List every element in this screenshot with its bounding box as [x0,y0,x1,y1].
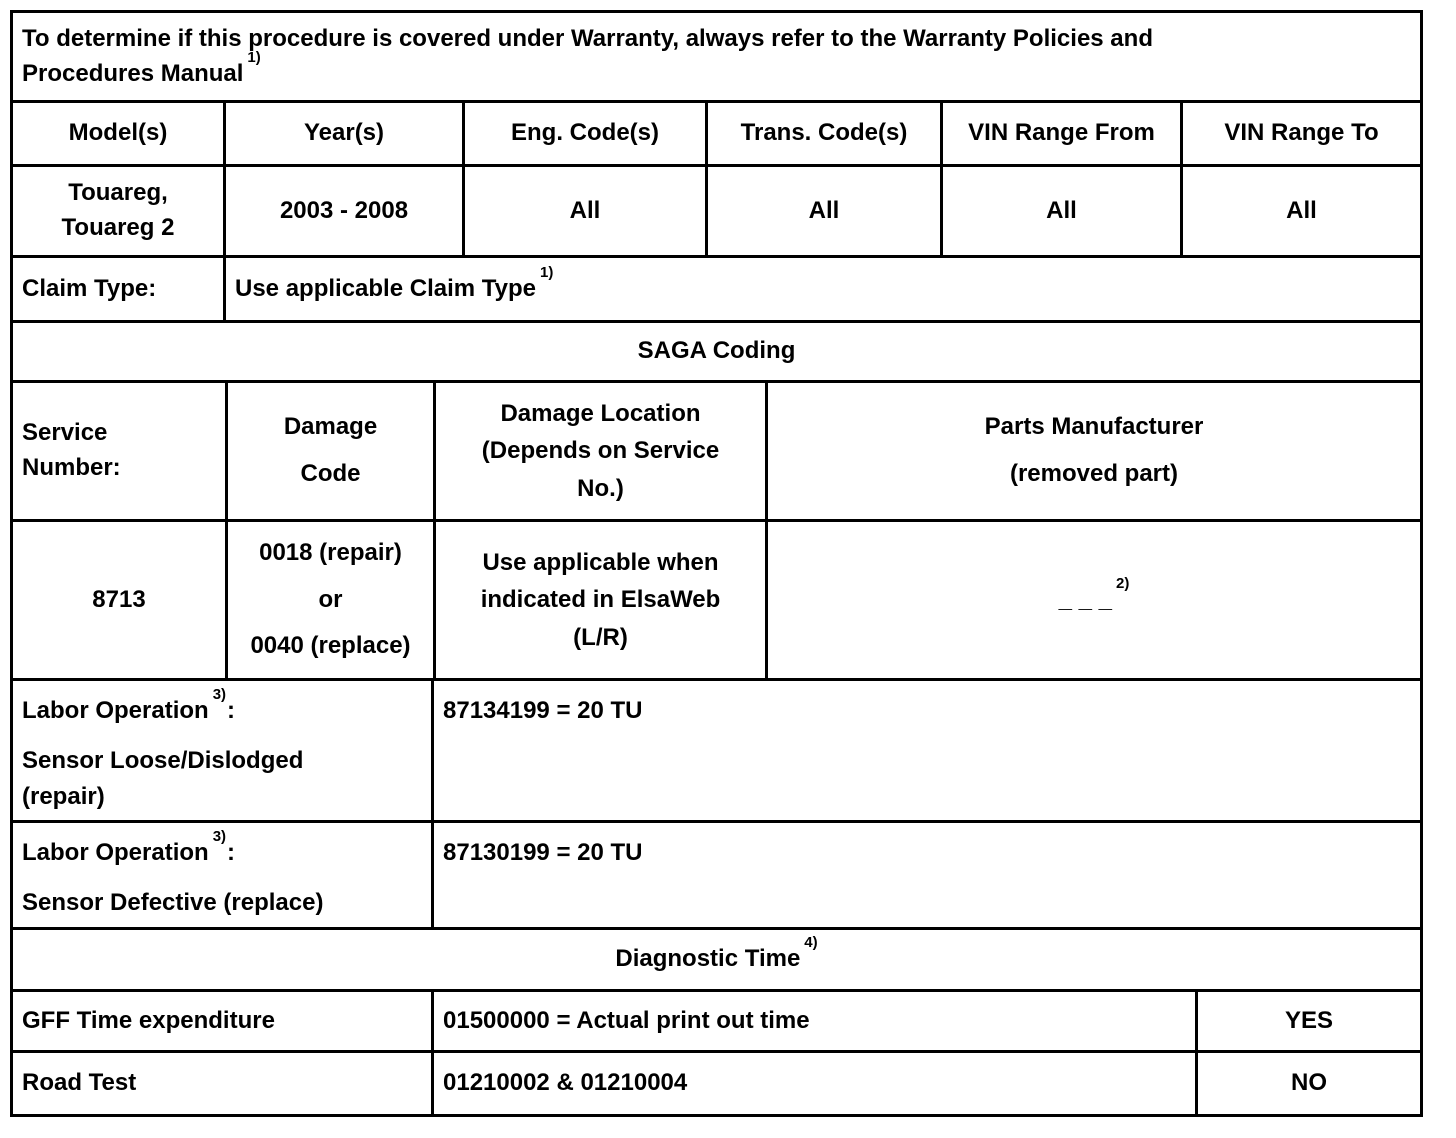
road-test-label: Road Test [13,1053,434,1114]
labor-operation-repair-code: 87134199 = 20 TU [443,697,643,724]
saga-parts-manufacturer-cell: _ _ _2) [768,522,1420,678]
saga-data-row: 8713 0018 (repair) or 0040 (replace) Use… [13,522,1420,681]
header-years: Year(s) [226,103,465,164]
gff-time-label: GFF Time expenditure [13,992,434,1050]
labor-footnote-marker: 3) [212,686,227,703]
header-eng-codes: Eng. Code(s) [465,103,708,164]
header-vin-range-to: VIN Range To [1224,119,1379,147]
saga-parts-placeholder: _ _ _2) [1058,576,1130,618]
note-text: To determine if this procedure is covere… [22,24,1153,87]
warranty-note-text: To determine if this procedure is covere… [22,22,1153,92]
road-test-code: 01210002 & 01210004 [434,1053,1198,1114]
parts-placeholder-dashes: _ _ _ [1058,585,1113,613]
parts-footnote-marker: 2) [1116,574,1130,592]
value-eng-codes: All [465,167,708,255]
saga-damage-location: Use applicable when indicated in ElsaWeb… [436,522,768,678]
header-models: Model(s) [13,103,226,164]
gff-time-row: GFF Time expenditure 01500000 = Actual p… [13,992,1420,1053]
labor-operation-repair-label-cell: Labor Operation3): Sensor Loose/Dislodge… [13,681,434,820]
warranty-note-cell: To determine if this procedure is covere… [13,13,1420,100]
value-vin-range-from: All [943,167,1183,255]
claim-type-label: Claim Type: [13,258,226,320]
saga-header-row: Service Number: Damage Code Damage Locat… [13,383,1420,522]
vehicle-data-row: Touareg, Touareg 2 2003 - 2008 All All A… [13,167,1420,258]
claim-type-text: Use applicable Claim Type [235,274,536,302]
saga-header-parts-manufacturer: Parts Manufacturer (removed part) [984,413,1204,487]
claim-type-row: Claim Type: Use applicable Claim Type1) [13,258,1420,323]
gff-time-code: 01500000 = Actual print out time [434,992,1198,1050]
claim-type-value-cell: Use applicable Claim Type1) [226,258,1420,320]
diagnostic-footnote-marker: 4) [804,934,818,952]
labor-title-text: Labor Operation [22,839,209,866]
warranty-table: To determine if this procedure is covere… [10,10,1423,1117]
labor-operation-replace-row: Labor Operation3): Sensor Defective (rep… [13,823,1420,930]
vehicle-header-row: Model(s) Year(s) Eng. Code(s) Trans. Cod… [13,103,1420,167]
diagnostic-time-title-cell: Diagnostic Time4) [13,930,1420,989]
saga-coding-title-row: SAGA Coding [13,323,1420,383]
labor-operation-repair-title: Labor Operation3): [22,687,236,729]
gff-time-flag: YES [1284,1006,1334,1034]
labor-operation-repair-row: Labor Operation3): Sensor Loose/Dislodge… [13,681,1420,823]
warranty-note-row: To determine if this procedure is covere… [13,13,1420,103]
claim-type-value: Use applicable Claim Type1) [235,265,553,307]
labor-operation-replace-title: Labor Operation3): [22,829,236,871]
header-trans-codes: Trans. Code(s) [708,103,943,164]
saga-coding-title: SAGA Coding [637,337,796,365]
saga-header-damage-code: Damage Code [228,383,436,519]
labor-operation-repair-description: Sensor Loose/Dislodged (repair) [22,746,304,810]
saga-service-number: 8713 [13,522,228,678]
labor-operation-replace-code: 87130199 = 20 TU [443,839,643,866]
claim-footnote-marker: 1) [540,263,554,281]
diagnostic-time-title-row: Diagnostic Time4) [13,930,1420,992]
labor-operation-replace-description: Sensor Defective (replace) [22,888,324,916]
value-vin-range-to: All [1286,196,1317,224]
value-years: 2003 - 2008 [226,167,465,255]
diagnostic-title-text: Diagnostic Time [615,945,801,973]
header-vin-range-from: VIN Range From [943,103,1183,164]
labor-title-colon: : [227,697,236,724]
labor-operation-replace-label-cell: Labor Operation3): Sensor Defective (rep… [13,823,434,927]
road-test-flag: NO [1291,1069,1327,1097]
saga-header-service-number: Service Number: [13,383,228,519]
note-footnote-marker: 1) [247,48,261,66]
diagnostic-time-title: Diagnostic Time4) [615,935,817,977]
value-trans-codes: All [708,167,943,255]
labor-footnote-marker: 3) [212,828,227,845]
labor-title-text: Labor Operation [22,697,209,724]
saga-damage-code: 0018 (repair) or 0040 (replace) [228,522,436,678]
labor-title-colon: : [227,839,236,866]
value-models: Touareg, Touareg 2 [13,167,226,255]
saga-header-damage-location: Damage Location (Depends on Service No.) [436,383,768,519]
road-test-row: Road Test 01210002 & 01210004 NO [13,1053,1420,1114]
